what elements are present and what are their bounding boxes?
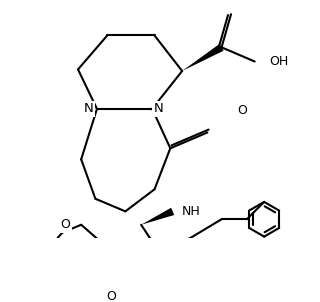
Text: N: N	[84, 102, 94, 115]
Polygon shape	[141, 208, 174, 225]
Text: OH: OH	[269, 55, 288, 68]
Text: O: O	[106, 290, 116, 302]
Text: O: O	[60, 218, 70, 231]
Text: NH: NH	[182, 205, 201, 218]
Polygon shape	[182, 44, 224, 71]
Text: O: O	[237, 104, 247, 117]
Text: N: N	[154, 102, 164, 115]
